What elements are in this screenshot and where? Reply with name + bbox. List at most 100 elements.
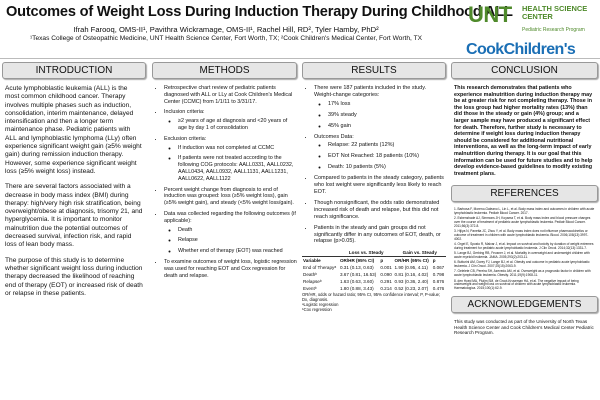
results-body: There were 187 patients included in the … <box>302 85 446 245</box>
table-cell: 0.81 (0.16, 4.02) <box>394 272 429 278</box>
sub-bullet: If induction was not completed at CCMC <box>178 145 297 152</box>
group-header: Loss vs. Steady <box>338 249 394 258</box>
column-header: Variable <box>303 258 321 264</box>
logo-unt-sub: HEALTH SCIENCE CENTER <box>522 4 588 21</box>
bullet-text: Exclusion criteria: <box>164 135 207 142</box>
reference: 1. Barbosa F, Moreno-Galeano L, Lin L, e… <box>454 207 595 216</box>
bullet: Exclusion criteria: If induction was not … <box>164 136 297 183</box>
bullet-text: There were 187 patients included in the … <box>314 85 427 98</box>
section-heading: REFERENCES <box>451 185 598 203</box>
sub-list: Relapse: 22 patients (12%) EOT Not Reache… <box>314 142 446 171</box>
sub-bullet: Relapse <box>178 237 297 244</box>
title: Outcomes of Weight Loss During Induction… <box>6 4 513 20</box>
logo-cook: CookChildren's <box>466 41 576 58</box>
table-note: ᵇCox regression <box>302 307 332 313</box>
reference: 8. den Hoed MA, Pluijm SM, de Groot-Krus… <box>454 278 579 291</box>
table-cell: 1.80 (0.88, 3.43) <box>339 286 374 292</box>
logo-unt: UNT <box>468 2 512 27</box>
table-cell: 0.52 (0.23, 2.07) <box>394 286 429 292</box>
sub-bullet: 17% loss <box>328 101 446 108</box>
paragraph: There are several factors associated wit… <box>5 183 143 249</box>
reference: 4. Orgel E, Sposto R, Malvar J, et al. I… <box>454 242 594 250</box>
section-heading: INTRODUCTION <box>2 62 146 79</box>
table-cell: 0.067 <box>432 265 445 271</box>
sub-bullet: If patients were not treated according t… <box>178 155 297 182</box>
paragraph: The purpose of this study is to determin… <box>5 256 143 297</box>
sub-bullet: ≥2 years of age at diagnosis and <20 yea… <box>178 118 297 132</box>
table-cell: 0.090 <box>380 272 392 278</box>
table-cell: 0.476 <box>432 286 445 292</box>
methods-body: Retrospective chart review of pediatric … <box>152 85 297 279</box>
bullet-text: To examine outcomes of weight loss, logi… <box>164 258 297 279</box>
bullet: To examine outcomes of weight loss, logi… <box>164 259 297 279</box>
methods: METHODS Retrospective chart review of pe… <box>152 62 297 398</box>
table-cell: 1.90 (0.95, 4.11) <box>394 265 428 271</box>
bullet-list: Retrospective chart review of pediatric … <box>152 85 297 279</box>
table-cell: Deathᵇ <box>303 272 317 278</box>
table-cell: 1.63 (0.63, 3.60) <box>339 279 374 285</box>
bullet: Data was collected regarding the followi… <box>164 211 297 255</box>
results: RESULTS There were 187 patients included… <box>302 62 446 398</box>
table-note: OR/HR, odds or hazard ratio; 95% CI, 95%… <box>302 292 441 303</box>
table-cell: Relapseᵇ <box>303 279 322 285</box>
column-header: OR/HR (95% CI) <box>394 258 429 264</box>
table-cell: 0.291 <box>380 279 392 285</box>
table-note: ᵃLogistic regression <box>302 302 339 308</box>
reference: 6. Butturini AM, Dorey FJ, Lange BJ, et … <box>454 260 590 269</box>
section-heading: CONCLUSION <box>451 62 598 79</box>
conclusion: CONCLUSION This research demonstrates th… <box>451 62 598 398</box>
intro-body: Acute lymphoblastic leukemia (ALL) is th… <box>2 85 146 298</box>
reference: 3. Hijiya N, Panetta JC, Zhou Y, et al. … <box>454 229 589 241</box>
column-header: p <box>432 258 436 264</box>
reference: 7. Gelelete CB, Pereira SH, Azevedo AM, … <box>454 269 591 278</box>
bullet: Retrospective chart review of pediatric … <box>164 85 297 105</box>
sub-bullet: Death: 10 patients (5%) <box>328 164 446 171</box>
bullet: Patients in the steady and gain groups d… <box>314 225 446 246</box>
sub-list: Death Relapse Whether end of therapy (EOT)… <box>164 227 297 255</box>
table-cell: 0.93 (0.36, 2.40) <box>394 279 429 285</box>
bullet-text: Percent weight change from diagnosis to … <box>164 186 294 207</box>
reference: 5. Lange BJ, Gerbing RB, Feusner J, et a… <box>454 251 590 260</box>
authors: Ifrah Farooq, OMS-II¹, Pavithra Wickrama… <box>73 25 379 34</box>
table-cell <box>302 249 339 258</box>
table-cell: Eventᵇ <box>303 286 317 292</box>
table-cell: 0.31 (0.13, 0.63) <box>339 265 374 271</box>
table-cell: 0.798 <box>432 272 445 278</box>
divider <box>0 58 600 59</box>
column-header: p <box>380 258 384 264</box>
bullet: There were 187 patients included in the … <box>314 85 446 130</box>
affiliations: ¹Texas College of Osteopathic Medicine, … <box>29 35 423 42</box>
group-header: Gain vs. Steady <box>393 249 446 258</box>
sub-bullet: 45% gain <box>328 123 446 130</box>
table-row: Relapseᵇ 1.63 (0.63, 3.60) 0.291 0.93 (0.36… <box>302 278 446 285</box>
conclusion-text: This research demonstrates that patients… <box>454 85 593 177</box>
table-cell: 0.001 <box>380 265 392 271</box>
bullet: Compared to patients in the steady categ… <box>314 175 446 196</box>
reference: 2. Esbenshade AJ, Simmons JH, Koyama T, … <box>454 216 591 228</box>
table: Loss vs. Steady Gain vs. Steady Variable OR… <box>302 249 446 292</box>
acknowledgements-text: This study was conducted as part of the … <box>454 318 594 336</box>
sub-bullet: Whether end of therapy (EOT) was reached <box>178 248 297 255</box>
logo-program: Pediatric Research Program <box>522 27 585 33</box>
sub-list: 17% loss 39% steady 45% gain <box>314 101 446 130</box>
table-header-row: Variable OR/HR (95% CI) p OR/HR (95% CI) p <box>302 257 446 265</box>
bullet-text: Inclusion criteria: <box>164 109 205 116</box>
table-row: Deathᵇ 3.67 (0.81, 16.53) 0.090 0.81 (0.16,… <box>302 271 446 278</box>
section-heading: RESULTS <box>302 62 446 79</box>
section-heading: METHODS <box>152 62 297 79</box>
table-group-row: Loss vs. Steady Gain vs. Steady <box>302 249 446 258</box>
bullet-text: Retrospective chart review of pediatric … <box>164 85 293 105</box>
paragraph: Acute lymphoblastic leukemia (ALL) is th… <box>5 85 142 175</box>
table-row: Eventᵇ 1.80 (0.88, 3.43) 0.214 0.52 (0.23, … <box>302 285 446 292</box>
bullet-text: Compared to patients in the steady categ… <box>314 175 444 195</box>
sub-list: ≥2 years of age at diagnosis and <20 yea… <box>164 118 297 132</box>
sub-list: If induction was not completed at CCMC If… <box>164 145 297 183</box>
section-heading: ACKNOWLEDGEMENTS <box>451 295 598 313</box>
bullet: Inclusion criteria: ≥2 years of age at di… <box>164 109 297 131</box>
column-header: OR/HR (95% CI) <box>339 258 375 264</box>
bullet: Though nonsignificant, the odds ratio de… <box>314 200 446 221</box>
sub-bullet: Death <box>178 227 297 234</box>
sub-bullet: EOT Not Reached: 18 patients (10%) <box>328 153 446 160</box>
